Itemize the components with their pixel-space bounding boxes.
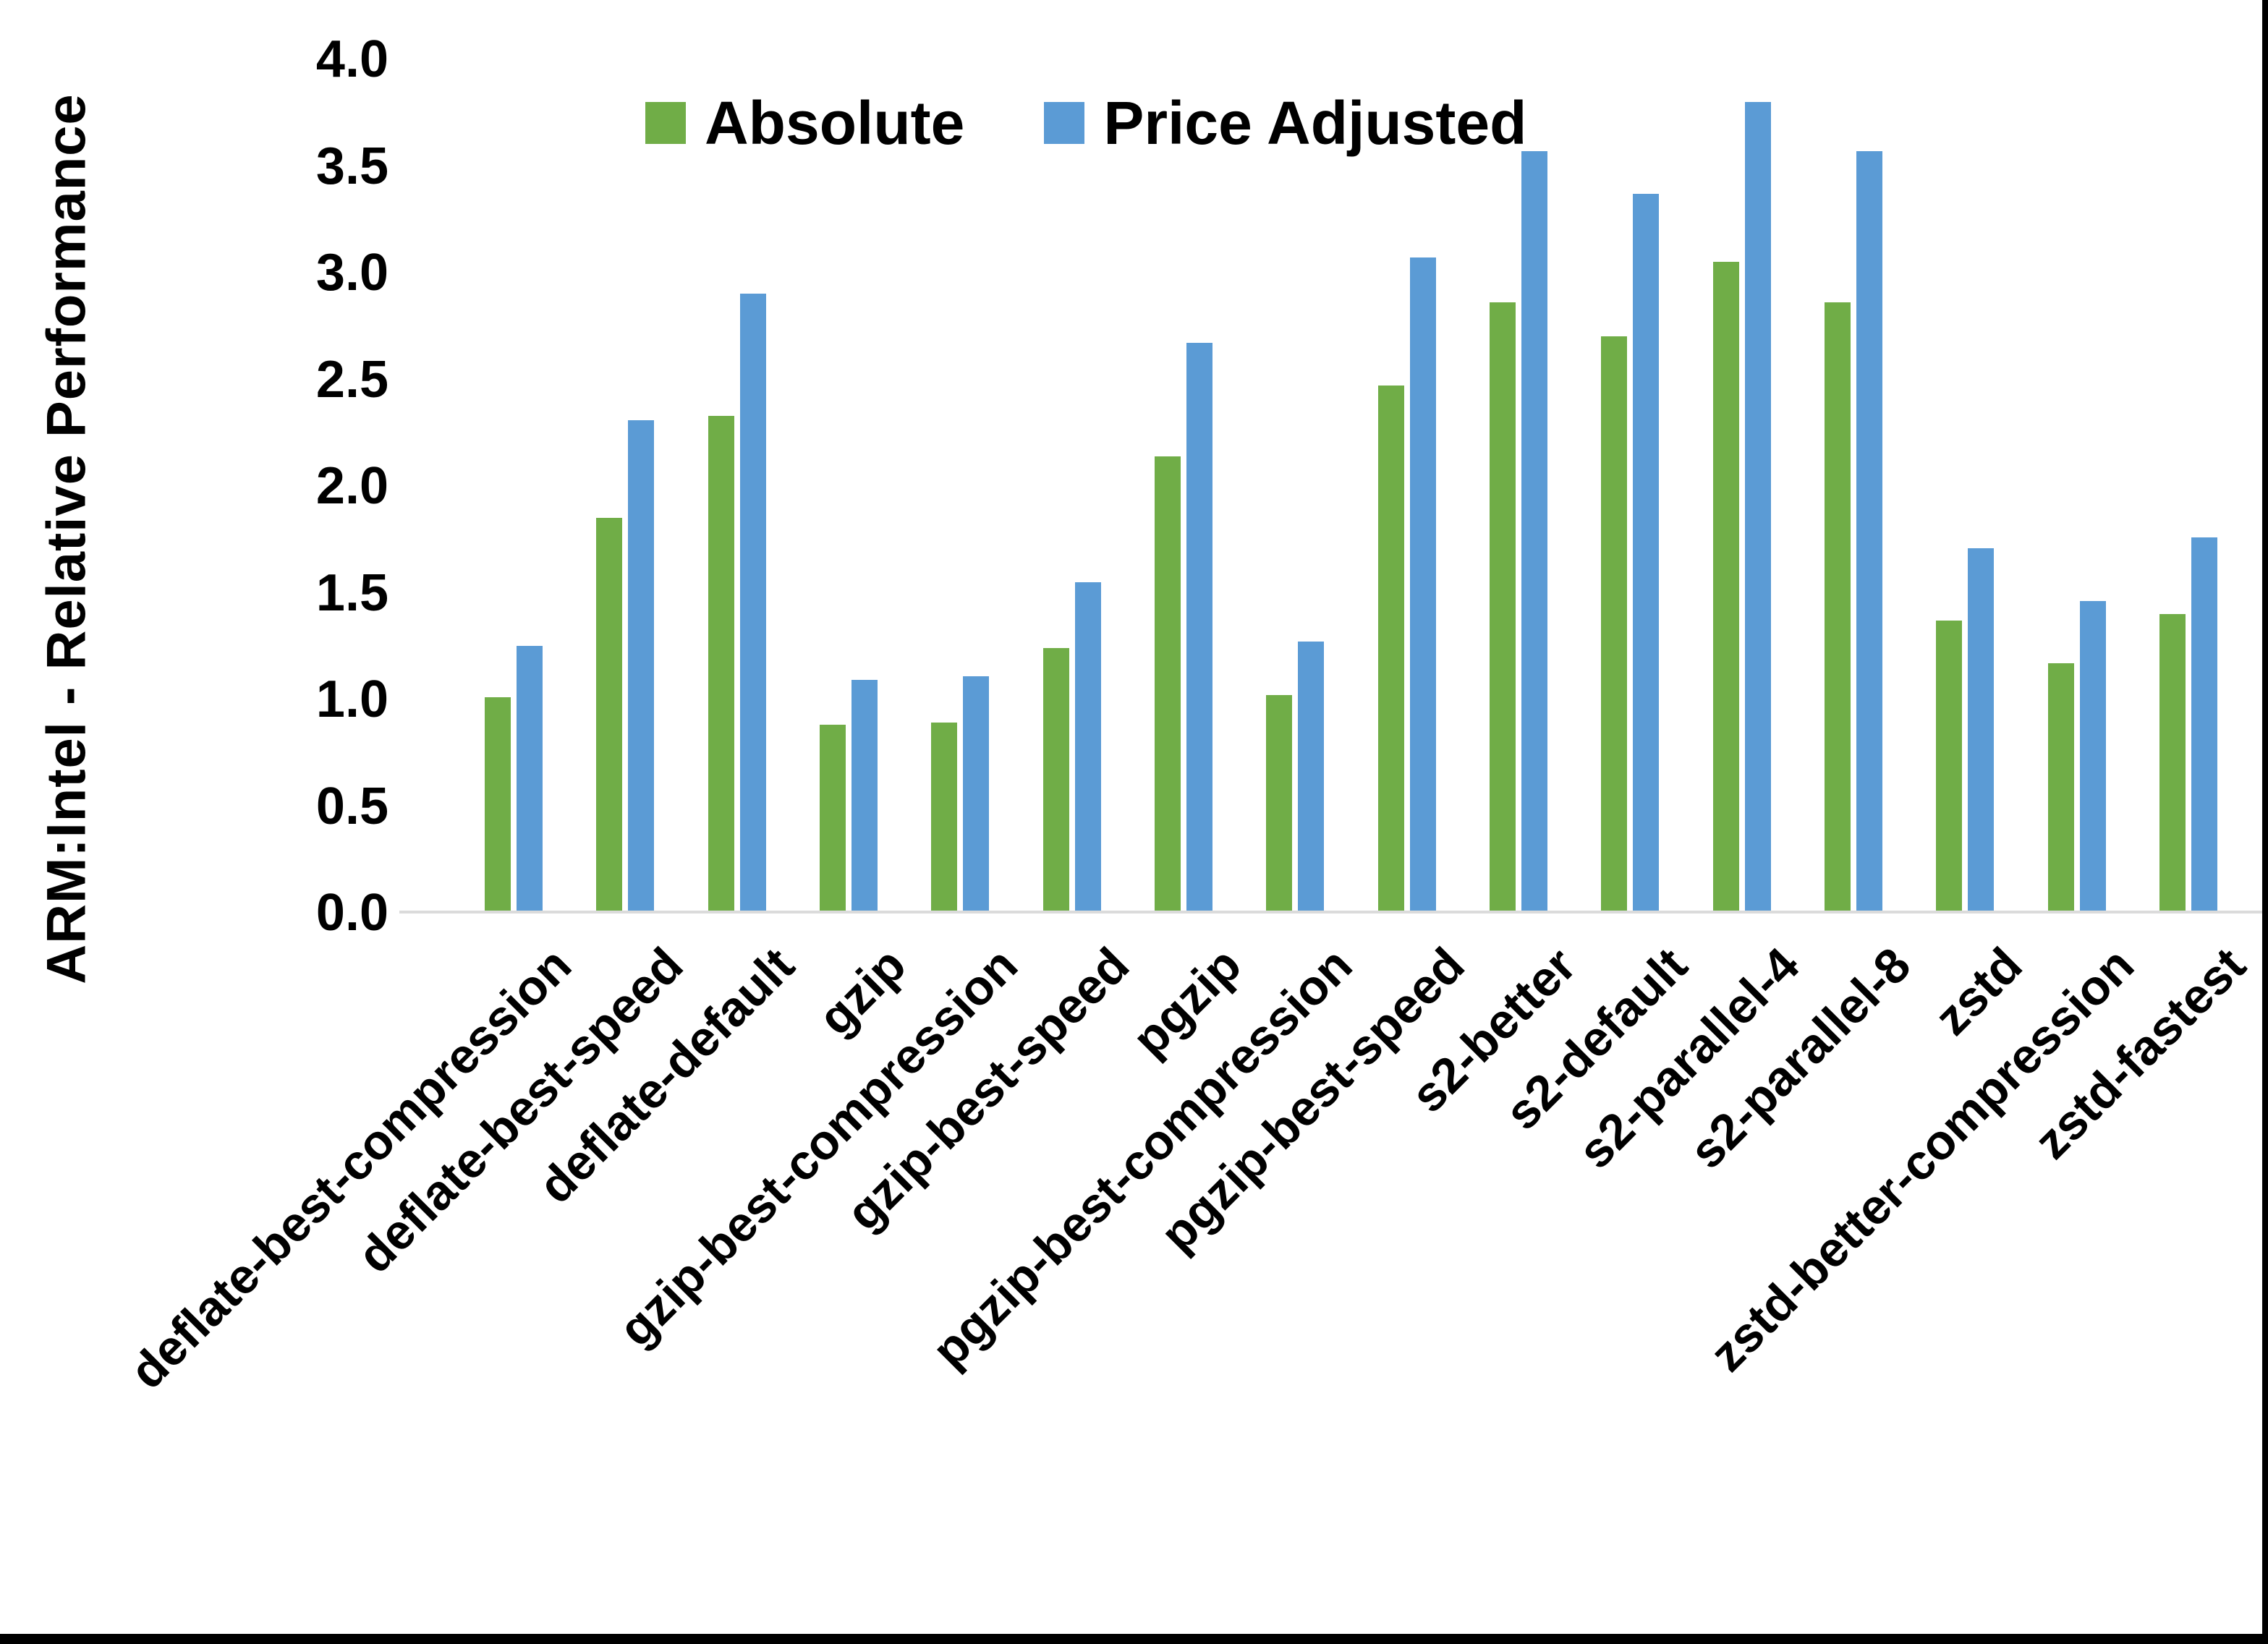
legend: Absolute Price Adjusted xyxy=(645,93,1526,153)
bar-price-adjusted xyxy=(963,676,990,913)
bar-price-adjusted xyxy=(1968,548,1995,913)
plot-area xyxy=(458,59,2244,913)
bar-price-adjusted xyxy=(1744,102,1771,913)
bar-absolute xyxy=(1712,262,1739,913)
bar-price-adjusted xyxy=(517,646,543,913)
legend-item-absolute: Absolute xyxy=(645,93,964,153)
bar-absolute xyxy=(1936,621,1963,913)
y-axis-title: ARM:Intel - Relative Performance xyxy=(35,93,98,984)
y-tick-label: 3.5 xyxy=(315,137,388,195)
legend-swatch-price-adjusted-icon xyxy=(1044,102,1085,144)
bar-absolute xyxy=(1489,302,1516,913)
bar-price-adjusted xyxy=(1298,642,1325,913)
bar-price-adjusted xyxy=(628,420,655,913)
x-category-label: deflate-best-compression xyxy=(119,937,582,1400)
screen-border-bottom xyxy=(0,1634,2268,1644)
legend-label-absolute: Absolute xyxy=(705,89,965,157)
bar-price-adjusted xyxy=(1074,582,1101,913)
legend-item-price-adjusted: Price Adjusted xyxy=(1044,93,1526,153)
y-tick-label: 2.5 xyxy=(315,350,388,409)
y-tick-label: 1.5 xyxy=(315,563,388,622)
bar-price-adjusted xyxy=(851,680,878,913)
bar-absolute xyxy=(485,697,511,913)
y-tick-label: 3.0 xyxy=(315,244,388,302)
bar-absolute xyxy=(1377,386,1404,913)
bar-price-adjusted xyxy=(739,294,766,913)
bar-price-adjusted xyxy=(1186,343,1213,913)
y-tick-label: 1.0 xyxy=(315,670,388,728)
bar-price-adjusted xyxy=(1856,151,1882,913)
bar-absolute xyxy=(1824,302,1851,913)
bar-price-adjusted xyxy=(1521,151,1547,913)
bar-absolute xyxy=(2159,614,2186,913)
bar-absolute xyxy=(1042,648,1069,913)
bar-absolute xyxy=(820,725,846,913)
bar-price-adjusted xyxy=(2191,537,2217,913)
bar-absolute xyxy=(1155,456,1181,913)
bar-price-adjusted xyxy=(1409,257,1436,913)
y-tick-label: 0.0 xyxy=(315,884,388,942)
bar-price-adjusted xyxy=(2079,601,2106,913)
y-tick-label: 2.0 xyxy=(315,457,388,515)
screen-border-right xyxy=(2262,0,2268,1644)
y-tick-label: 0.5 xyxy=(315,777,388,835)
bar-absolute xyxy=(708,416,734,913)
x-axis-line xyxy=(399,911,2263,913)
bar-price-adjusted xyxy=(1633,194,1660,913)
bar-absolute xyxy=(1266,695,1293,913)
bar-absolute xyxy=(1601,336,1628,913)
legend-swatch-absolute-icon xyxy=(645,102,686,144)
y-tick-label: 4.0 xyxy=(315,30,388,88)
bar-absolute xyxy=(2047,663,2074,913)
legend-label-price-adjusted: Price Adjusted xyxy=(1103,89,1527,157)
bar-absolute xyxy=(931,723,958,913)
bar-absolute xyxy=(596,518,623,913)
